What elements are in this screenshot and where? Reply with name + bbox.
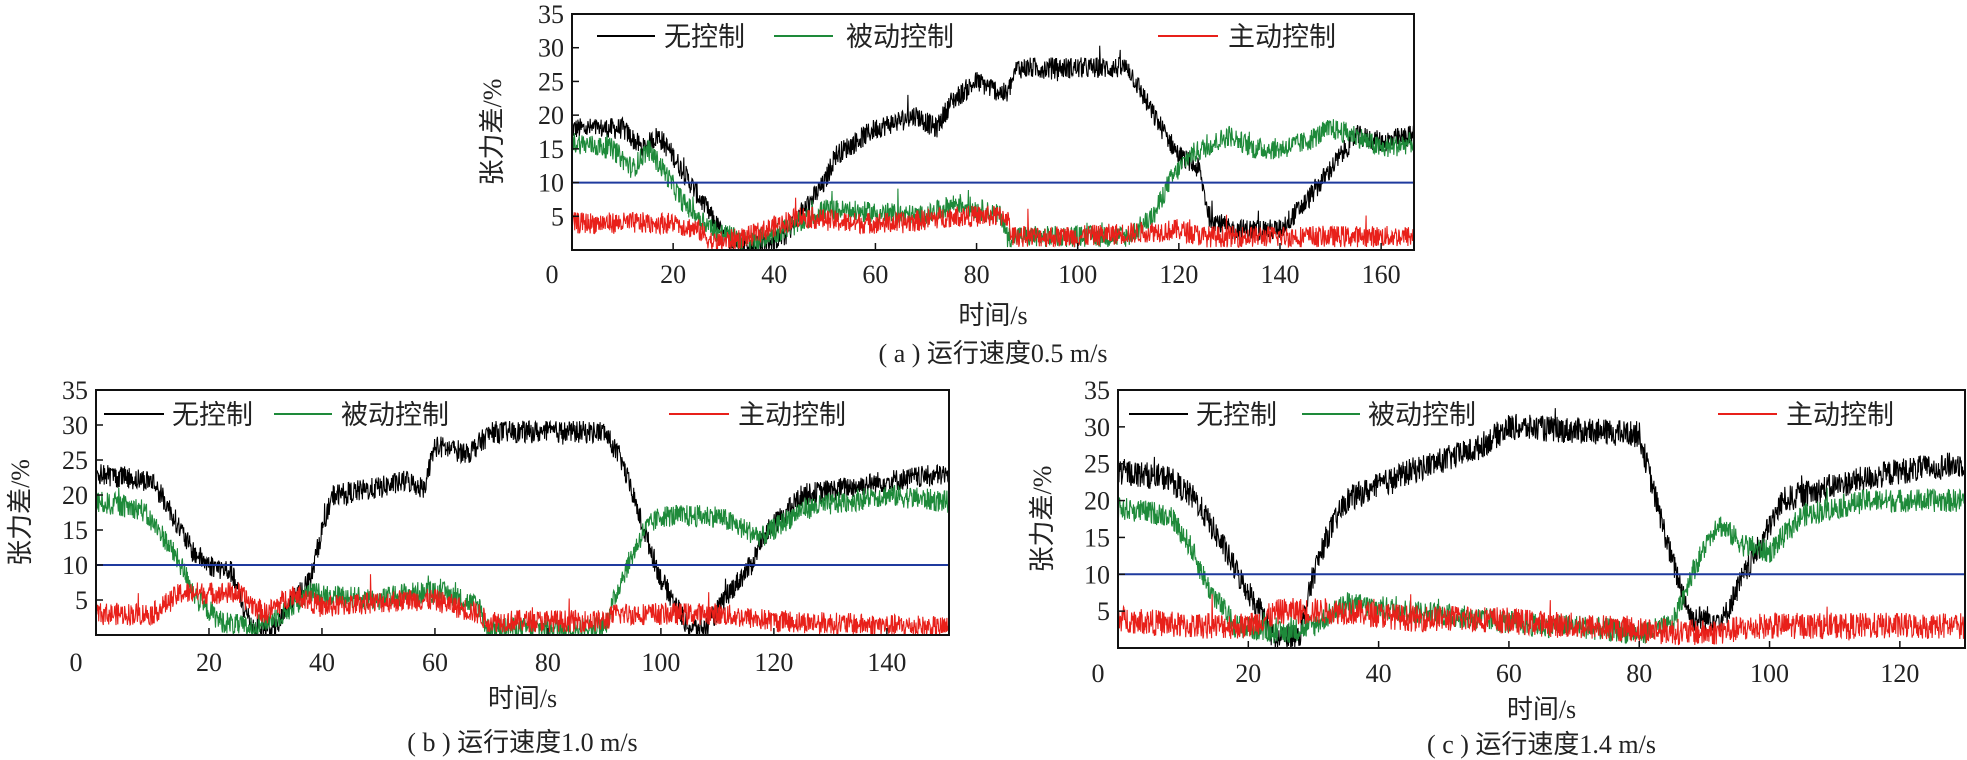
series-line-passive-control <box>96 484 949 635</box>
panel-caption: ( c ) 运行速度1.4 m/s <box>1427 730 1656 759</box>
y-tick-label: 15 <box>1084 523 1110 552</box>
x-tick-label: 0 <box>546 260 559 289</box>
y-tick-label: 15 <box>538 135 564 164</box>
y-tick-label: 15 <box>62 516 88 545</box>
legend-label: 被动控制 <box>1368 400 1476 430</box>
panel-caption: ( b ) 运行速度1.0 m/s <box>407 728 637 757</box>
plot-frame <box>1117 389 1966 649</box>
x-tick-label: 100 <box>1750 659 1789 688</box>
x-tick-label: 60 <box>862 260 888 289</box>
series-line-active-control <box>1118 594 1965 646</box>
x-tick-label: 0 <box>70 648 83 677</box>
x-tick-label: 60 <box>1496 659 1522 688</box>
y-tick-label: 25 <box>538 67 564 96</box>
legend: 无控制 被动控制 主动控制 <box>104 400 846 430</box>
x-tick-label: 120 <box>1880 659 1919 688</box>
panel-caption: ( a ) 运行速度0.5 m/s <box>879 339 1108 368</box>
x-tick-label: 60 <box>422 648 448 677</box>
y-tick-label: 5 <box>75 586 88 615</box>
y-tick-label: 35 <box>538 0 564 29</box>
y-tick-label: 10 <box>1084 560 1110 589</box>
x-tick-label: 160 <box>1362 260 1401 289</box>
y-tick-label: 10 <box>538 169 564 198</box>
legend-label: 无控制 <box>1196 400 1277 430</box>
legend: 无控制 被动控制 主动控制 <box>597 22 1336 52</box>
series-line-passive-control <box>572 119 1414 250</box>
y-tick-label: 5 <box>1097 597 1110 626</box>
y-axis-label: 张力差/% <box>1028 466 1057 573</box>
x-tick-label: 80 <box>964 260 990 289</box>
legend-label: 无控制 <box>172 400 253 430</box>
series-line-active-control <box>572 197 1414 250</box>
chart-panel-a: 5 10 15 20 25 30 35 0 20 40 60 80 100 120 140 160 时间/s 张力… <box>478 0 1415 368</box>
legend-label: 主动控制 <box>738 400 846 430</box>
x-tick-label: 140 <box>867 648 906 677</box>
y-tick-label: 35 <box>62 376 88 405</box>
y-tick-label: 20 <box>62 481 88 510</box>
y-tick-label: 35 <box>1084 376 1110 405</box>
y-tick-label: 30 <box>1084 413 1110 442</box>
x-tick-label: 80 <box>1626 659 1652 688</box>
y-tick-label: 30 <box>538 34 564 63</box>
chart-panel-c: 5 10 15 20 25 30 35 0 20 40 60 80 100 120 时间/s 张力差/% ( c… <box>1028 376 1966 759</box>
series-line-no-control <box>96 419 949 635</box>
x-tick-label: 100 <box>641 648 680 677</box>
y-tick-label: 5 <box>551 202 564 231</box>
x-axis-label: 时间/s <box>1507 695 1576 724</box>
y-tick-label: 25 <box>62 446 88 475</box>
x-tick-label: 20 <box>196 648 222 677</box>
y-tick-label: 20 <box>538 101 564 130</box>
legend-label: 主动控制 <box>1228 22 1336 52</box>
y-tick-label: 10 <box>62 551 88 580</box>
series-line-no-control <box>1118 408 1965 648</box>
x-tick-label: 100 <box>1058 260 1097 289</box>
y-axis-label: 张力差/% <box>478 79 507 186</box>
x-tick-label: 0 <box>1092 659 1105 688</box>
y-axis-label: 张力差/% <box>6 459 35 566</box>
legend-label: 被动控制 <box>846 22 954 52</box>
x-tick-label: 40 <box>309 648 335 677</box>
legend-label: 主动控制 <box>1786 400 1894 430</box>
plot-frame <box>571 13 1415 251</box>
chart-panel-b: 5 10 15 20 25 30 35 0 20 40 60 80 100 120 140 时间/s 张力差/%… <box>6 376 950 757</box>
x-tick-label: 20 <box>660 260 686 289</box>
plot-frame <box>95 389 950 636</box>
x-tick-label: 120 <box>754 648 793 677</box>
x-tick-label: 140 <box>1260 260 1299 289</box>
x-tick-label: 40 <box>1366 659 1392 688</box>
series-line-active-control <box>96 574 949 635</box>
x-tick-label: 120 <box>1159 260 1198 289</box>
y-tick-label: 30 <box>62 411 88 440</box>
legend-label: 无控制 <box>664 22 745 52</box>
x-tick-label: 80 <box>535 648 561 677</box>
y-tick-label: 20 <box>1084 487 1110 516</box>
legend-label: 被动控制 <box>341 400 449 430</box>
x-tick-label: 40 <box>761 260 787 289</box>
x-axis-label: 时间/s <box>488 684 557 713</box>
x-tick-label: 20 <box>1235 659 1261 688</box>
legend: 无控制 被动控制 主动控制 <box>1129 400 1894 430</box>
y-tick-label: 25 <box>1084 450 1110 479</box>
x-axis-label: 时间/s <box>958 301 1027 330</box>
